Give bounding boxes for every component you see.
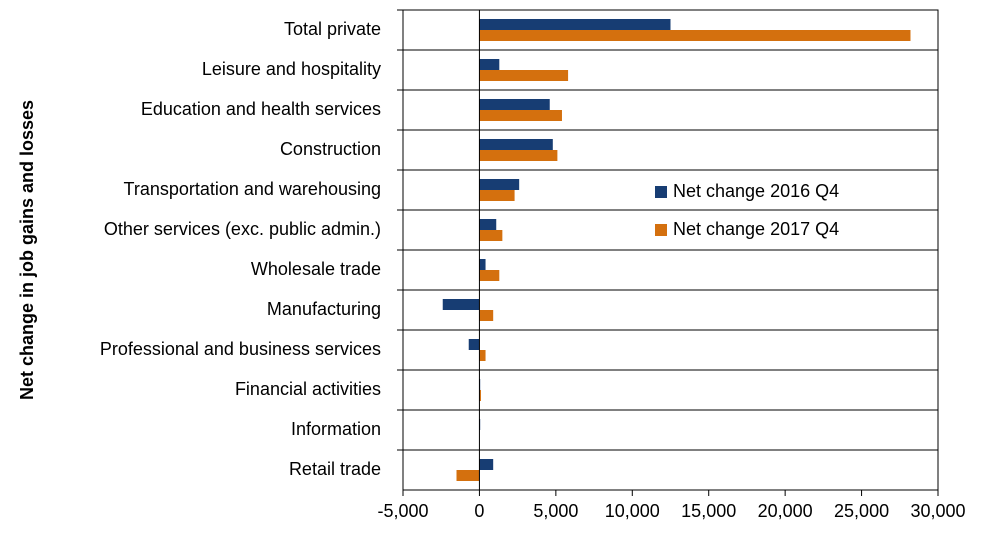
bar [479, 19, 671, 30]
y-tick-label: Information [291, 419, 381, 439]
bar [479, 459, 494, 470]
bar [479, 259, 486, 270]
bar [479, 179, 520, 190]
plot-frame [402, 9, 939, 491]
bar [479, 190, 515, 201]
y-tick-label: Total private [284, 19, 381, 39]
bar [479, 99, 550, 110]
y-tick-label: Other services (exc. public admin.) [104, 219, 381, 239]
legend-swatch [655, 186, 667, 198]
y-tick-label: Financial activities [235, 379, 381, 399]
bar [479, 150, 558, 161]
x-tick-label: 15,000 [681, 501, 736, 521]
bar [479, 139, 553, 150]
y-tick-label: Retail trade [289, 459, 381, 479]
bar [479, 30, 911, 41]
y-tick-label: Professional and business services [100, 339, 381, 359]
bar [479, 270, 500, 281]
bar [442, 299, 480, 310]
x-tick-label: 10,000 [605, 501, 660, 521]
x-tick-label: 0 [474, 501, 484, 521]
bar [479, 59, 500, 70]
bar [479, 110, 562, 121]
y-axis-title: Net change in job gains and losses [17, 100, 37, 400]
y-tick-label: Leisure and hospitality [202, 59, 381, 79]
bar [479, 310, 494, 321]
x-tick-label: 30,000 [910, 501, 965, 521]
bar [456, 470, 480, 481]
x-tick-label: 5,000 [533, 501, 578, 521]
legend-label: Net change 2016 Q4 [673, 181, 839, 201]
bar [468, 339, 480, 350]
bar [479, 350, 486, 361]
x-tick-label: 25,000 [834, 501, 889, 521]
y-tick-label: Education and health services [141, 99, 381, 119]
legend-swatch [655, 224, 667, 236]
y-tick-label: Manufacturing [267, 299, 381, 319]
bar [479, 390, 481, 401]
legend-label: Net change 2017 Q4 [673, 219, 839, 239]
y-tick-label: Transportation and warehousing [124, 179, 382, 199]
bar [479, 219, 497, 230]
x-tick-label: 20,000 [758, 501, 813, 521]
y-tick-label: Construction [280, 139, 381, 159]
bar [479, 230, 503, 241]
y-tick-label: Wholesale trade [251, 259, 381, 279]
bar [479, 70, 569, 81]
x-tick-label: -5,000 [377, 501, 428, 521]
